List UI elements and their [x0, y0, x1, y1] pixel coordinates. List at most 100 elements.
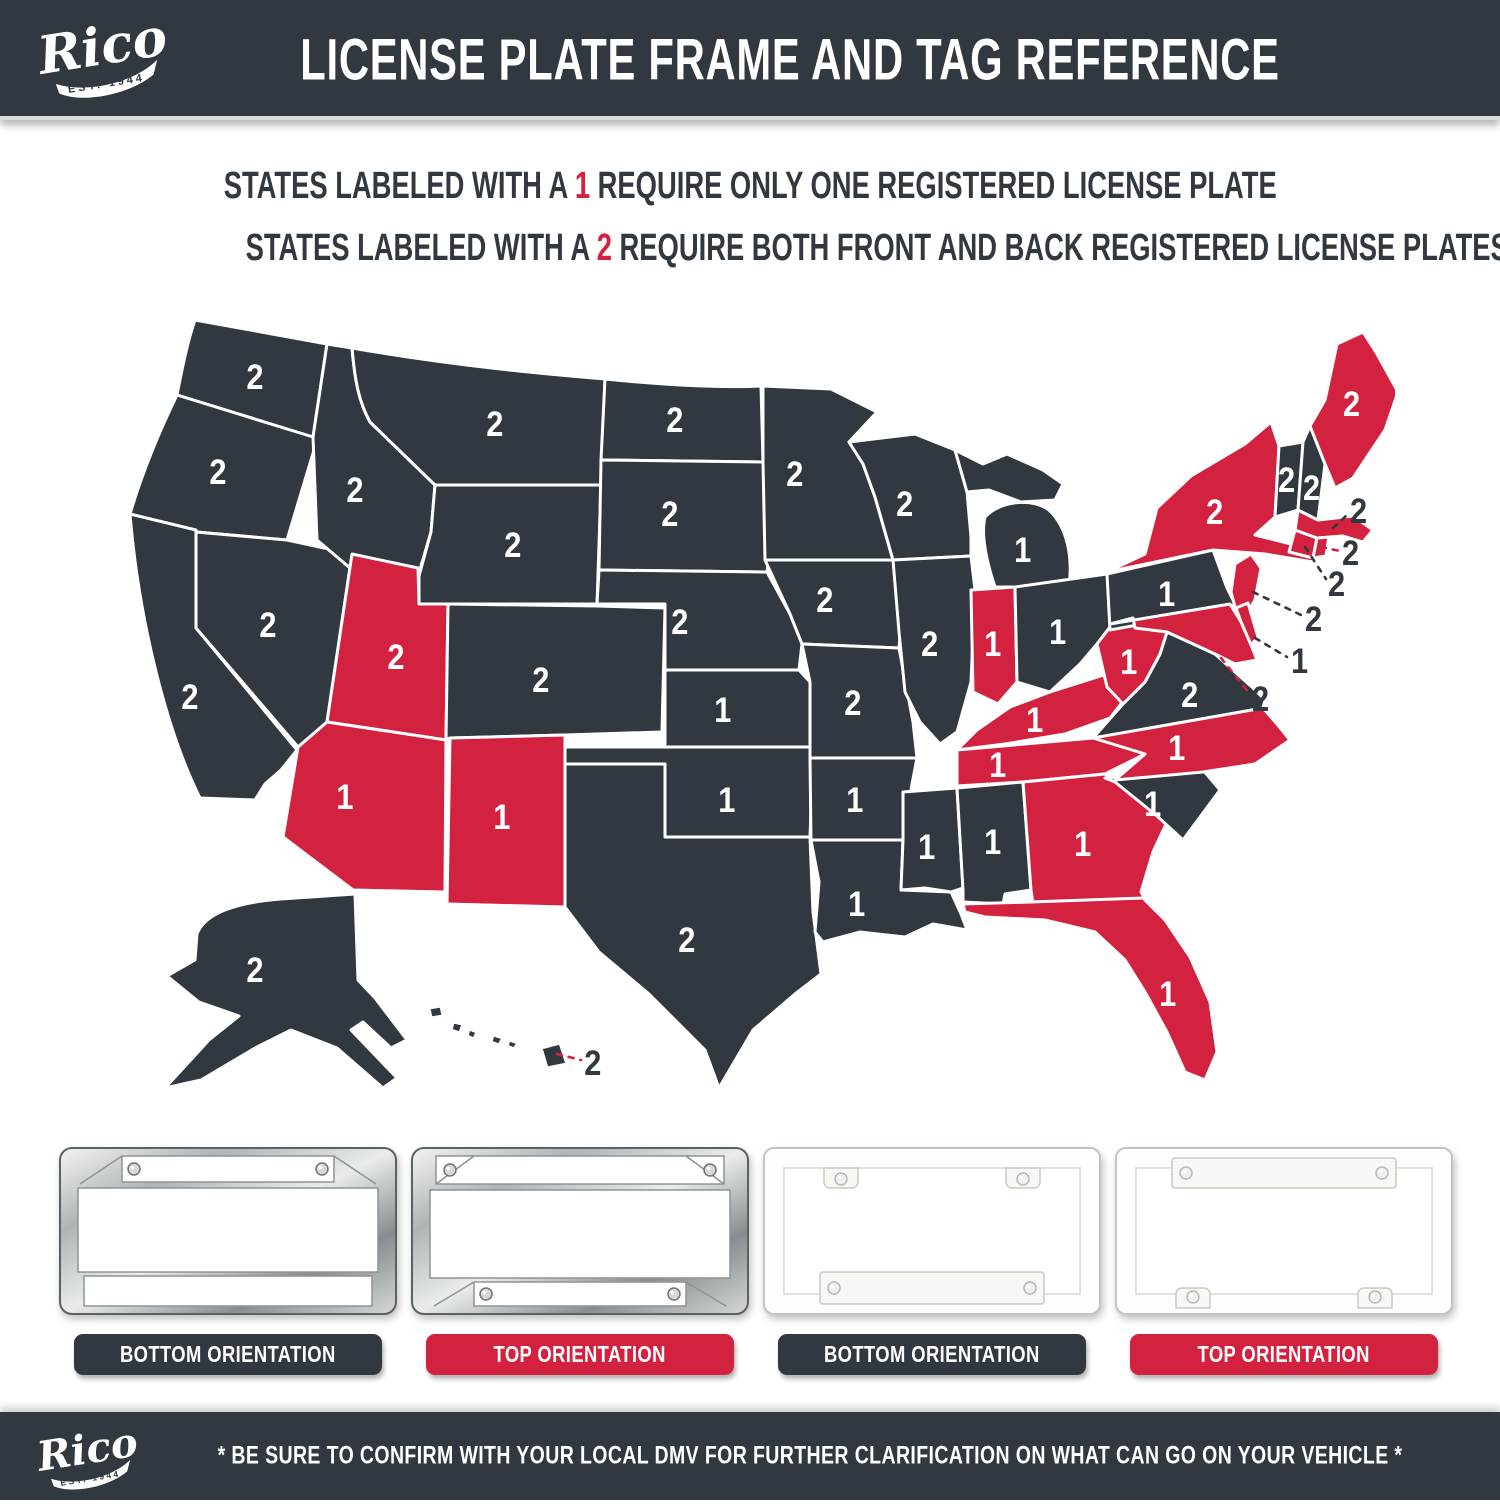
callout-line-MD — [1219, 656, 1252, 696]
state-plate-count-ME: 2 — [1343, 384, 1360, 423]
page-title: LICENSE PLATE FRAME AND TAG REFERENCE — [300, 27, 1280, 93]
state-plate-count-IA: 2 — [816, 580, 833, 619]
state-plate-count-VT: 2 — [1278, 460, 1295, 499]
state-FL — [961, 896, 1219, 1082]
state-plate-count-AZ: 1 — [336, 777, 353, 816]
rico-logo-swoosh — [55, 59, 158, 98]
state-plate-count-LA: 1 — [848, 884, 865, 923]
state-plate-count-ID: 2 — [346, 470, 363, 509]
state-plate-count-MT: 2 — [486, 404, 503, 443]
state-plate-count-WV: 1 — [1120, 642, 1137, 681]
state-plate-count-SC: 1 — [1144, 784, 1161, 823]
state-ND — [599, 377, 765, 464]
state-plate-count-AR: 1 — [846, 780, 863, 819]
frame-card-white-bottom: BOTTOM ORIENTATION — [762, 1146, 1102, 1376]
state-plate-count-FL: 1 — [1159, 974, 1176, 1013]
state-plate-count-MD: 2 — [1252, 679, 1269, 718]
state-MI — [953, 448, 1072, 589]
state-WI — [847, 432, 973, 562]
state-plate-count-TN: 1 — [989, 745, 1006, 784]
legend-line-2: STATES LABELED WITH A 2 REQUIRE BOTH FRO… — [0, 224, 1500, 272]
state-HI — [427, 1004, 569, 1070]
state-IL — [891, 554, 977, 746]
state-plate-count-WI: 2 — [896, 484, 913, 523]
rico-logo-graphic: Rico EST. 1944 — [32, 6, 171, 98]
state-plate-count-HI: 2 — [584, 1043, 601, 1082]
chrome-frame-top-orientation — [411, 1147, 749, 1315]
rico-footer-logo-swoosh — [50, 1459, 131, 1490]
state-plate-count-MN: 2 — [786, 454, 803, 493]
state-plate-count-PA: 1 — [1158, 574, 1175, 613]
footer-note: * BE SURE TO CONFIRM WITH YOUR LOCAL DMV… — [51, 1442, 1500, 1471]
state-CA — [128, 512, 299, 802]
legend1-number: 1 — [574, 165, 590, 207]
legend2-number: 2 — [596, 227, 612, 269]
orientation-label-text: TOP ORIENTATION — [1197, 1341, 1371, 1367]
frame-card-white-top: TOP ORIENTATION — [1114, 1146, 1454, 1376]
state-plate-count-OK: 1 — [718, 780, 735, 819]
state-plate-count-ND: 2 — [666, 400, 683, 439]
state-AK — [163, 892, 409, 1090]
state-plate-count-OH: 1 — [1049, 612, 1066, 651]
rico-logo-footer: Rico EST. 1944 — [33, 1418, 143, 1506]
white-frame-bottom-orientation — [763, 1147, 1101, 1315]
state-plate-count-MS: 1 — [918, 827, 935, 866]
state-plate-count-RI: 2 — [1342, 533, 1359, 572]
state-plate-count-NY: 2 — [1206, 492, 1223, 531]
footer: Rico EST. 1944 * BE SURE TO CONFIRM WITH… — [0, 1412, 1500, 1500]
orientation-label-text: BOTTOM ORIENTATION — [120, 1341, 336, 1367]
state-AR — [808, 756, 919, 842]
state-plate-count-KY: 1 — [1026, 700, 1043, 739]
state-plate-count-NV: 2 — [259, 605, 276, 644]
state-plate-count-AL: 1 — [984, 822, 1001, 861]
callout-line-DE — [1253, 636, 1289, 659]
state-plate-count-OR: 2 — [209, 452, 226, 491]
callout-line-NJ — [1251, 590, 1303, 617]
legend-line-1: STATES LABELED WITH A 1 REQUIRE ONLY ONE… — [0, 162, 1500, 210]
footer-note-text: * BE SURE TO CONFIRM WITH YOUR LOCAL DMV… — [217, 1441, 1403, 1470]
state-plate-count-SD: 2 — [661, 494, 678, 533]
state-plate-count-WA: 2 — [246, 357, 263, 396]
state-IN — [969, 585, 1019, 706]
callout-line-MA — [1331, 513, 1349, 530]
state-plate-count-MO: 2 — [844, 683, 861, 722]
state-AZ — [281, 720, 448, 894]
legend2-pre: STATES LABELED WITH A — [245, 227, 590, 269]
white-frame-top-orientation — [1115, 1147, 1453, 1315]
legend1-post: REQUIRE ONLY ONE REGISTERED LICENSE PLAT… — [597, 165, 1277, 207]
state-TX — [563, 762, 823, 1090]
orientation-label-4: TOP ORIENTATION — [1130, 1334, 1438, 1375]
rico-logo: Rico EST. 1944 — [32, 6, 174, 119]
state-plate-count-VA: 2 — [1181, 675, 1198, 714]
legend: STATES LABELED WITH A 1 REQUIRE ONLY ONE… — [0, 162, 1500, 286]
rico-logo-footer-graphic: Rico EST. 1944 — [33, 1418, 141, 1490]
state-plate-count-NH: 2 — [1303, 468, 1320, 507]
legend1-pre: STATES LABELED WITH A — [223, 165, 568, 207]
state-plate-count-WY: 2 — [504, 525, 521, 564]
frame-card-chrome-bottom: BOTTOM ORIENTATION — [58, 1146, 398, 1376]
frame-card-chrome-top: TOP ORIENTATION — [410, 1146, 750, 1376]
state-CO — [444, 602, 667, 742]
state-plate-count-GA: 1 — [1074, 824, 1091, 863]
state-plate-count-UT: 2 — [387, 637, 404, 676]
state-plate-count-NC: 1 — [1168, 728, 1185, 767]
state-SD — [597, 458, 777, 574]
header: Rico EST. 1944 LICENSE PLATE FRAME AND T… — [0, 0, 1500, 120]
license-plate-frames-row: BOTTOM ORIENTATION TOP ORIENTATION — [58, 1146, 1454, 1376]
state-plate-count-TX: 2 — [678, 920, 695, 959]
state-plate-count-IL: 2 — [921, 624, 938, 663]
orientation-label-3: BOTTOM ORIENTATION — [778, 1334, 1086, 1375]
callout-line-HI — [555, 1052, 583, 1062]
orientation-label-2: TOP ORIENTATION — [426, 1334, 734, 1375]
state-plate-count-NM: 1 — [493, 797, 510, 836]
state-plate-count-IN: 1 — [984, 624, 1001, 663]
state-plate-count-AK: 2 — [246, 950, 263, 989]
state-plate-count-NJ: 2 — [1305, 599, 1322, 638]
state-plate-count-MA: 2 — [1350, 491, 1367, 530]
state-plate-count-CT: 2 — [1328, 564, 1345, 603]
callout-line-RI — [1319, 545, 1342, 553]
state-MD — [1108, 602, 1259, 666]
orientation-label-text: BOTTOM ORIENTATION — [824, 1341, 1040, 1367]
